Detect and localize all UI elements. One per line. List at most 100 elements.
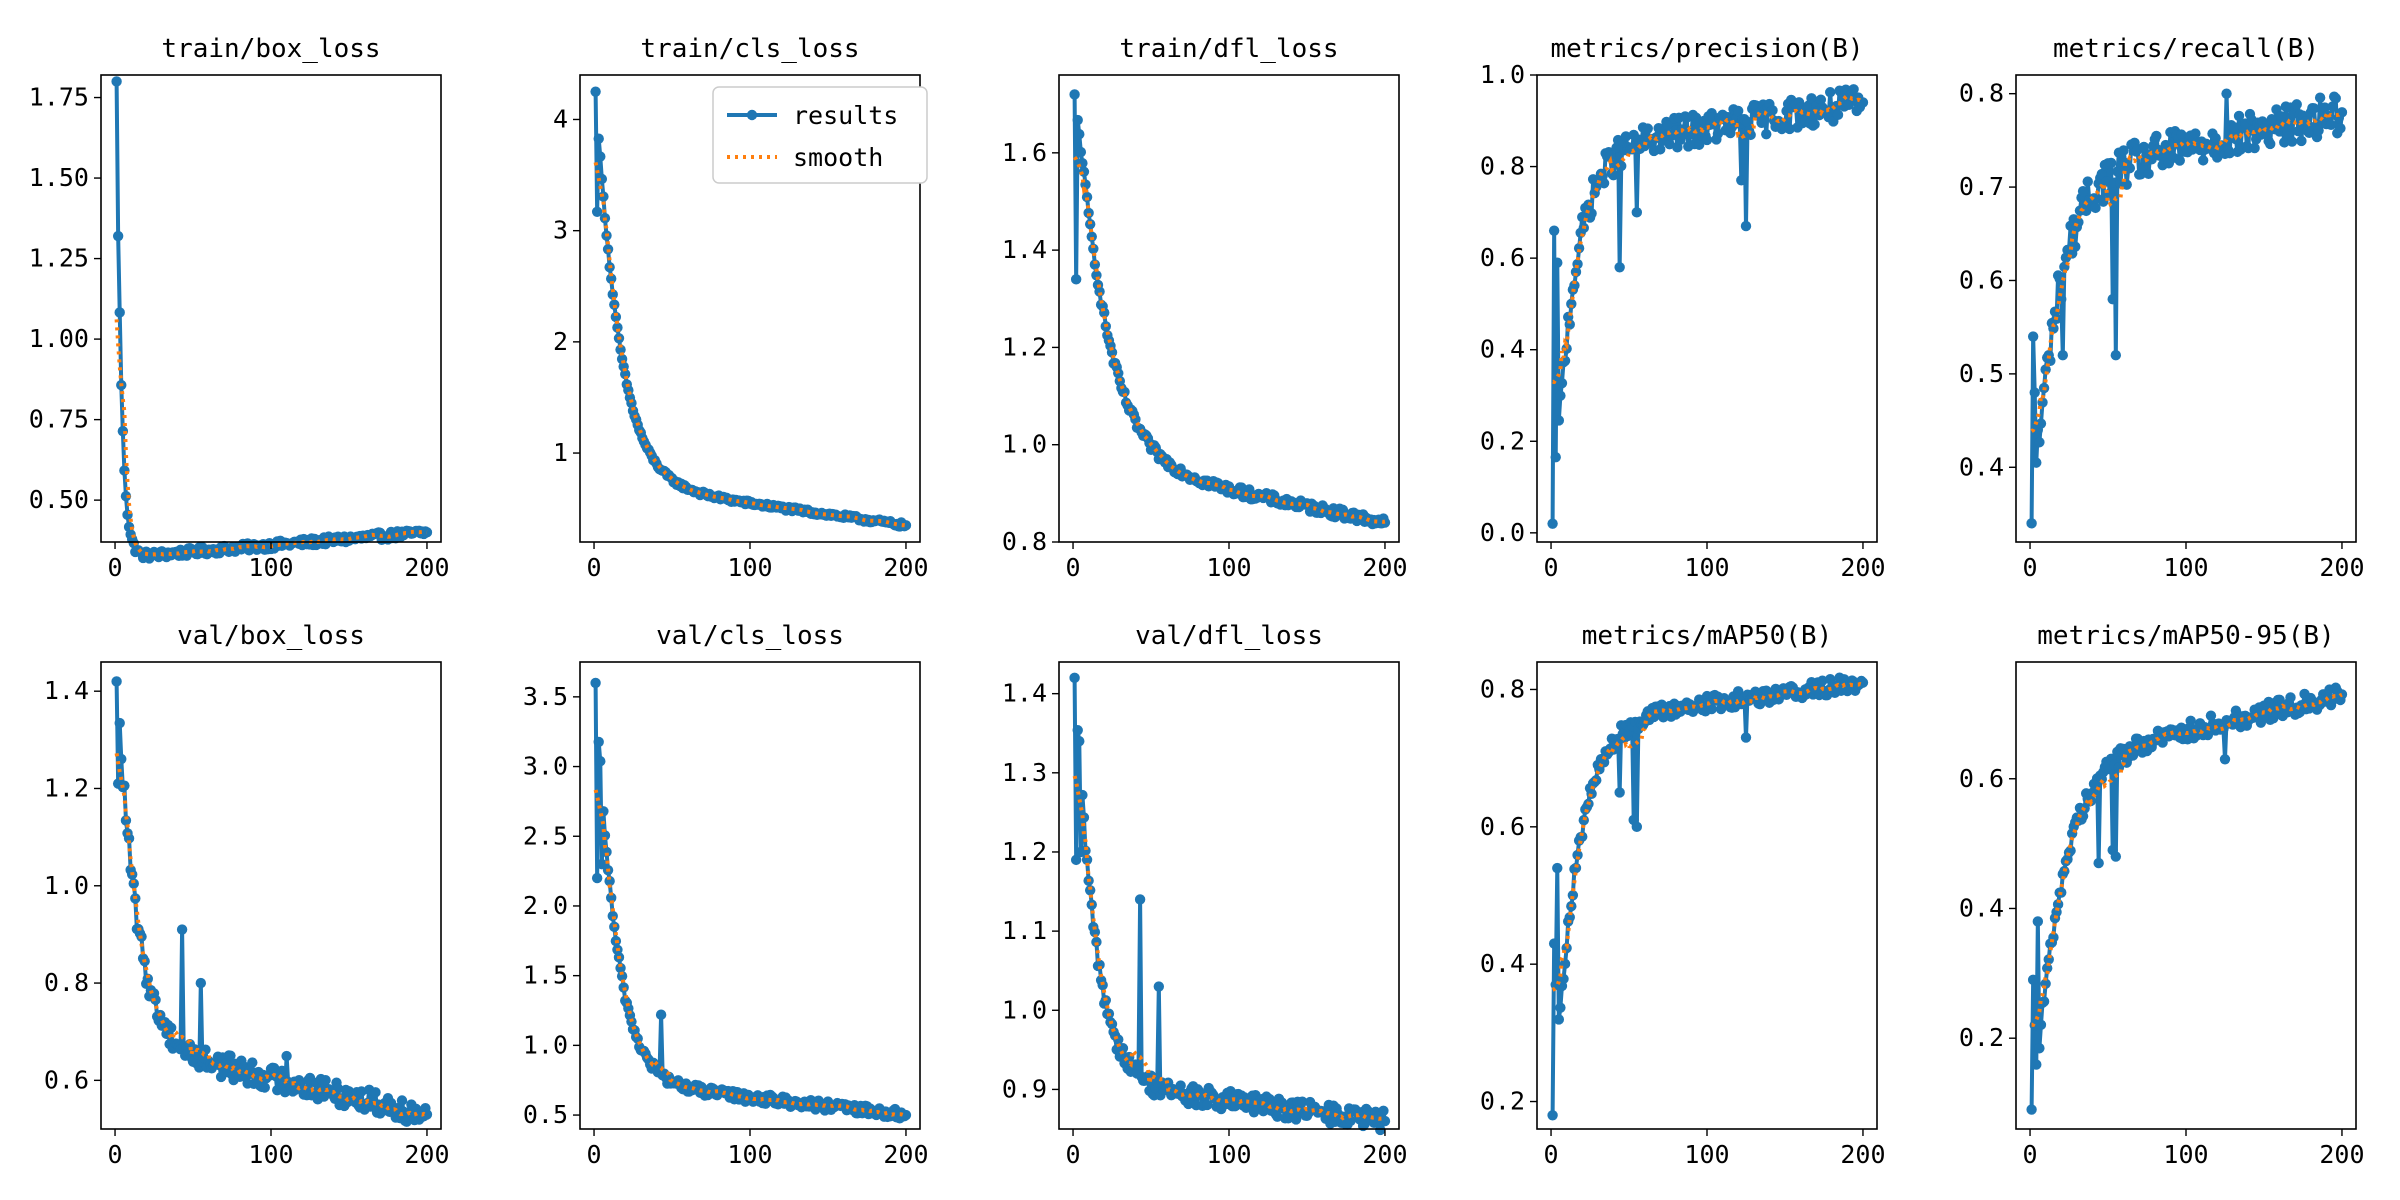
data-point [2107, 293, 2118, 305]
data-point [165, 1022, 177, 1034]
data-point [176, 924, 188, 935]
x-tick-label: 100 [2163, 1140, 2208, 1169]
data-point [2210, 132, 2221, 144]
data-point [1857, 677, 1869, 688]
y-tick-label: 0.6 [1959, 764, 2004, 793]
data-point [1566, 298, 1577, 310]
chart-title: metrics/mAP50(B) [1582, 621, 1832, 651]
data-point [2335, 123, 2346, 134]
data-point [2110, 851, 2122, 862]
data-point [2027, 974, 2039, 986]
axes-frame [100, 661, 442, 1130]
data-point [2176, 129, 2187, 140]
data-point [1740, 732, 1752, 743]
results-points [1069, 672, 1391, 1136]
data-point [1620, 131, 1632, 142]
data-point [123, 833, 135, 844]
data-point [2077, 185, 2089, 197]
results-points [590, 677, 912, 1124]
x-tick-label: 200 [883, 553, 928, 582]
chart-title: val/dfl_loss [1135, 621, 1323, 651]
data-point [1642, 123, 1653, 134]
data-point [1119, 386, 1130, 398]
data-point [259, 1082, 270, 1093]
data-point [120, 491, 132, 502]
data-point [1569, 280, 1580, 291]
data-point [112, 230, 124, 242]
legend-smooth-label: smooth [793, 143, 883, 172]
data-point [1081, 191, 1093, 203]
y-tick-label: 1.1 [1002, 916, 1047, 945]
x-tick-label: 100 [727, 1140, 772, 1169]
data-point [1756, 117, 1767, 128]
data-point [1815, 94, 1827, 105]
data-point [1550, 451, 1561, 463]
smooth-line [593, 161, 907, 528]
data-point [2026, 1104, 2037, 1115]
y-tick-label: 4 [553, 104, 568, 133]
data-point [2146, 154, 2157, 165]
data-point [2104, 188, 2115, 199]
chart-panel-1: train/box_loss 0 100 200 0.50 0.75 1.00 1.25 1.5… [29, 34, 450, 582]
data-point [596, 173, 608, 185]
x-tick-label: 200 [2319, 553, 2364, 582]
y-tick-label: 3.5 [523, 682, 568, 711]
data-point [591, 206, 603, 217]
data-point [1547, 1110, 1558, 1121]
data-point [421, 527, 433, 538]
data-point [2101, 176, 2112, 187]
data-point [1614, 787, 1625, 798]
chart-panel-9: metrics/mAP50(B) 0 100 200 0.2 0.4 0.6 0.8 [1480, 621, 1886, 1169]
data-point [2265, 138, 2276, 150]
data-point [1272, 1111, 1283, 1122]
data-point [2143, 168, 2154, 180]
data-point [2336, 107, 2348, 118]
data-point [2026, 518, 2037, 529]
results-line [114, 81, 428, 561]
chart-panel-7: val/cls_loss 0 100 200 0.5 1.0 1.5 2.0 2.5 3.0 3.5 [523, 621, 929, 1169]
data-point [1069, 89, 1080, 100]
data-point [2174, 155, 2185, 166]
x-tick-label: 0 [108, 1140, 123, 1169]
data-point [2229, 122, 2240, 133]
y-tick-label: 0.9 [1002, 1074, 1047, 1103]
y-tick-label: 3 [553, 216, 568, 245]
data-point [2090, 202, 2101, 214]
y-tick-label: 1.0 [1002, 995, 1047, 1024]
data-point [1297, 1096, 1308, 1107]
data-point [2266, 113, 2277, 125]
data-point [1857, 97, 1869, 108]
smooth-line [114, 319, 428, 557]
chart-title: train/dfl_loss [1119, 34, 1338, 64]
axes-frame [1058, 661, 1400, 1130]
data-point [2034, 1043, 2045, 1054]
data-point [1598, 178, 1610, 189]
smooth-line [2030, 107, 2344, 433]
data-point [2330, 93, 2341, 104]
data-point [1556, 378, 1568, 389]
data-point [2291, 99, 2302, 110]
axes-frame [100, 74, 442, 543]
axes-frame [1058, 74, 1400, 543]
data-point [1072, 725, 1083, 736]
data-point [1548, 938, 1560, 949]
y-tick-label: 0.8 [1002, 527, 1047, 556]
data-point [1379, 1115, 1391, 1127]
chart-panel-10: metrics/mAP50-95(B) 0 100 200 0.2 0.4 0.6 [1959, 621, 2365, 1169]
y-tick-label: 0.8 [1480, 152, 1525, 181]
legend: results smooth [712, 86, 928, 184]
x-tick-label: 0 [587, 553, 602, 582]
data-point [2032, 916, 2044, 927]
x-tick-label: 200 [1840, 1140, 1885, 1169]
x-tick-label: 100 [2163, 553, 2208, 582]
data-point [590, 677, 601, 689]
data-point [1201, 1099, 1213, 1111]
data-point [900, 1109, 912, 1121]
chart-title: val/box_loss [177, 621, 365, 651]
data-point [1573, 243, 1585, 254]
data-point [1175, 1080, 1186, 1091]
data-point [1806, 93, 1817, 104]
x-tick-label: 200 [1362, 553, 1407, 582]
data-point [2121, 179, 2132, 190]
